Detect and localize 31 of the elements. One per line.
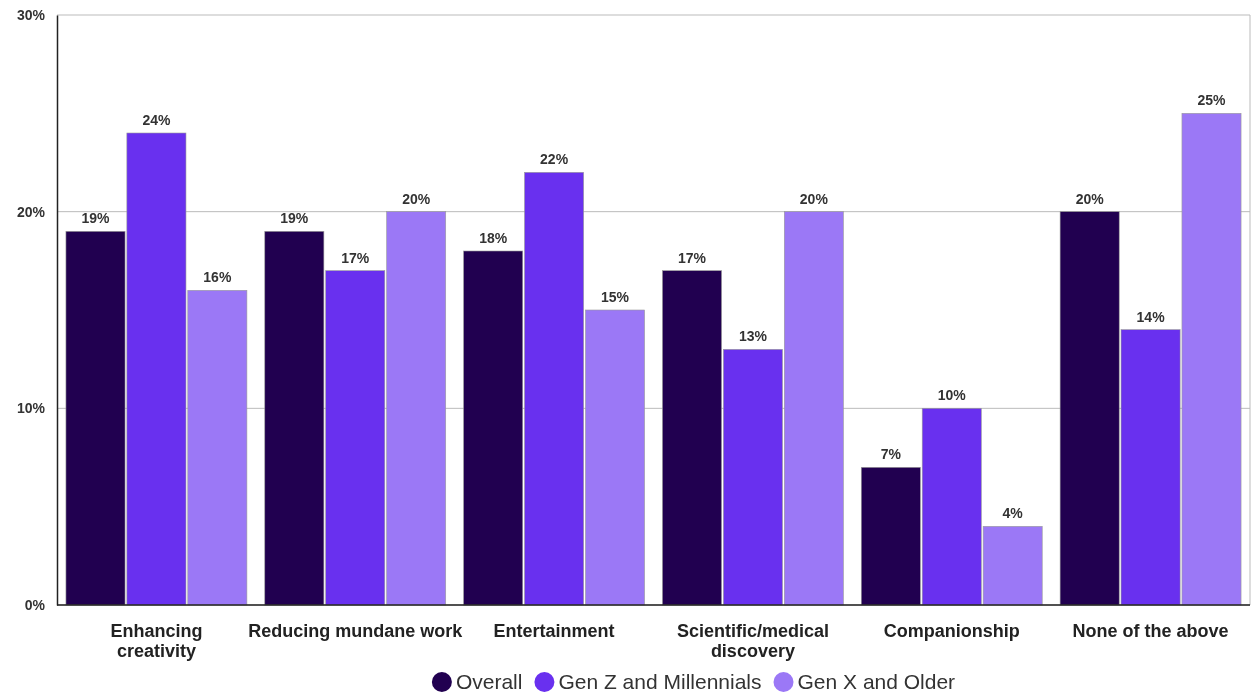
data-label: 20% bbox=[799, 190, 829, 207]
legend-label: Overall bbox=[455, 670, 523, 693]
data-label: 24% bbox=[142, 112, 171, 128]
x-tick-label: Entertainment bbox=[493, 621, 615, 641]
data-label: 19% bbox=[280, 210, 309, 227]
y-tick-label: 30% bbox=[16, 6, 46, 23]
legend-label: Gen X and Older bbox=[797, 670, 956, 693]
x-tick-label: Companionship bbox=[883, 621, 1020, 641]
data-label: 15% bbox=[600, 289, 630, 305]
data-label: 25% bbox=[1197, 92, 1227, 109]
data-label: 17% bbox=[341, 249, 370, 266]
data-label: 16% bbox=[203, 269, 232, 286]
data-label: 7% bbox=[880, 446, 902, 463]
data-label: 22% bbox=[540, 151, 569, 168]
data-label: 20% bbox=[1075, 190, 1105, 207]
y-tick-label: 10% bbox=[16, 400, 46, 417]
x-tick-label: Reducing mundane work bbox=[248, 621, 464, 641]
y-tick-label: 0% bbox=[24, 596, 46, 613]
x-tick-label: None of the above bbox=[1072, 621, 1229, 641]
data-label: 18% bbox=[479, 230, 508, 246]
data-label: 14% bbox=[1136, 308, 1166, 325]
legend-label: Gen Z and Millennials bbox=[558, 670, 762, 693]
data-label: 17% bbox=[677, 249, 707, 266]
data-label: 19% bbox=[81, 210, 111, 227]
data-label: 4% bbox=[1002, 505, 1024, 522]
data-label: 10% bbox=[937, 387, 967, 404]
x-tick-label: Enhancing creativity bbox=[110, 621, 203, 661]
y-tick-label: 20% bbox=[16, 203, 46, 220]
x-tick-label: Scientific/medical discovery bbox=[676, 621, 829, 661]
data-label: 20% bbox=[402, 190, 431, 207]
data-label: 13% bbox=[738, 328, 768, 345]
